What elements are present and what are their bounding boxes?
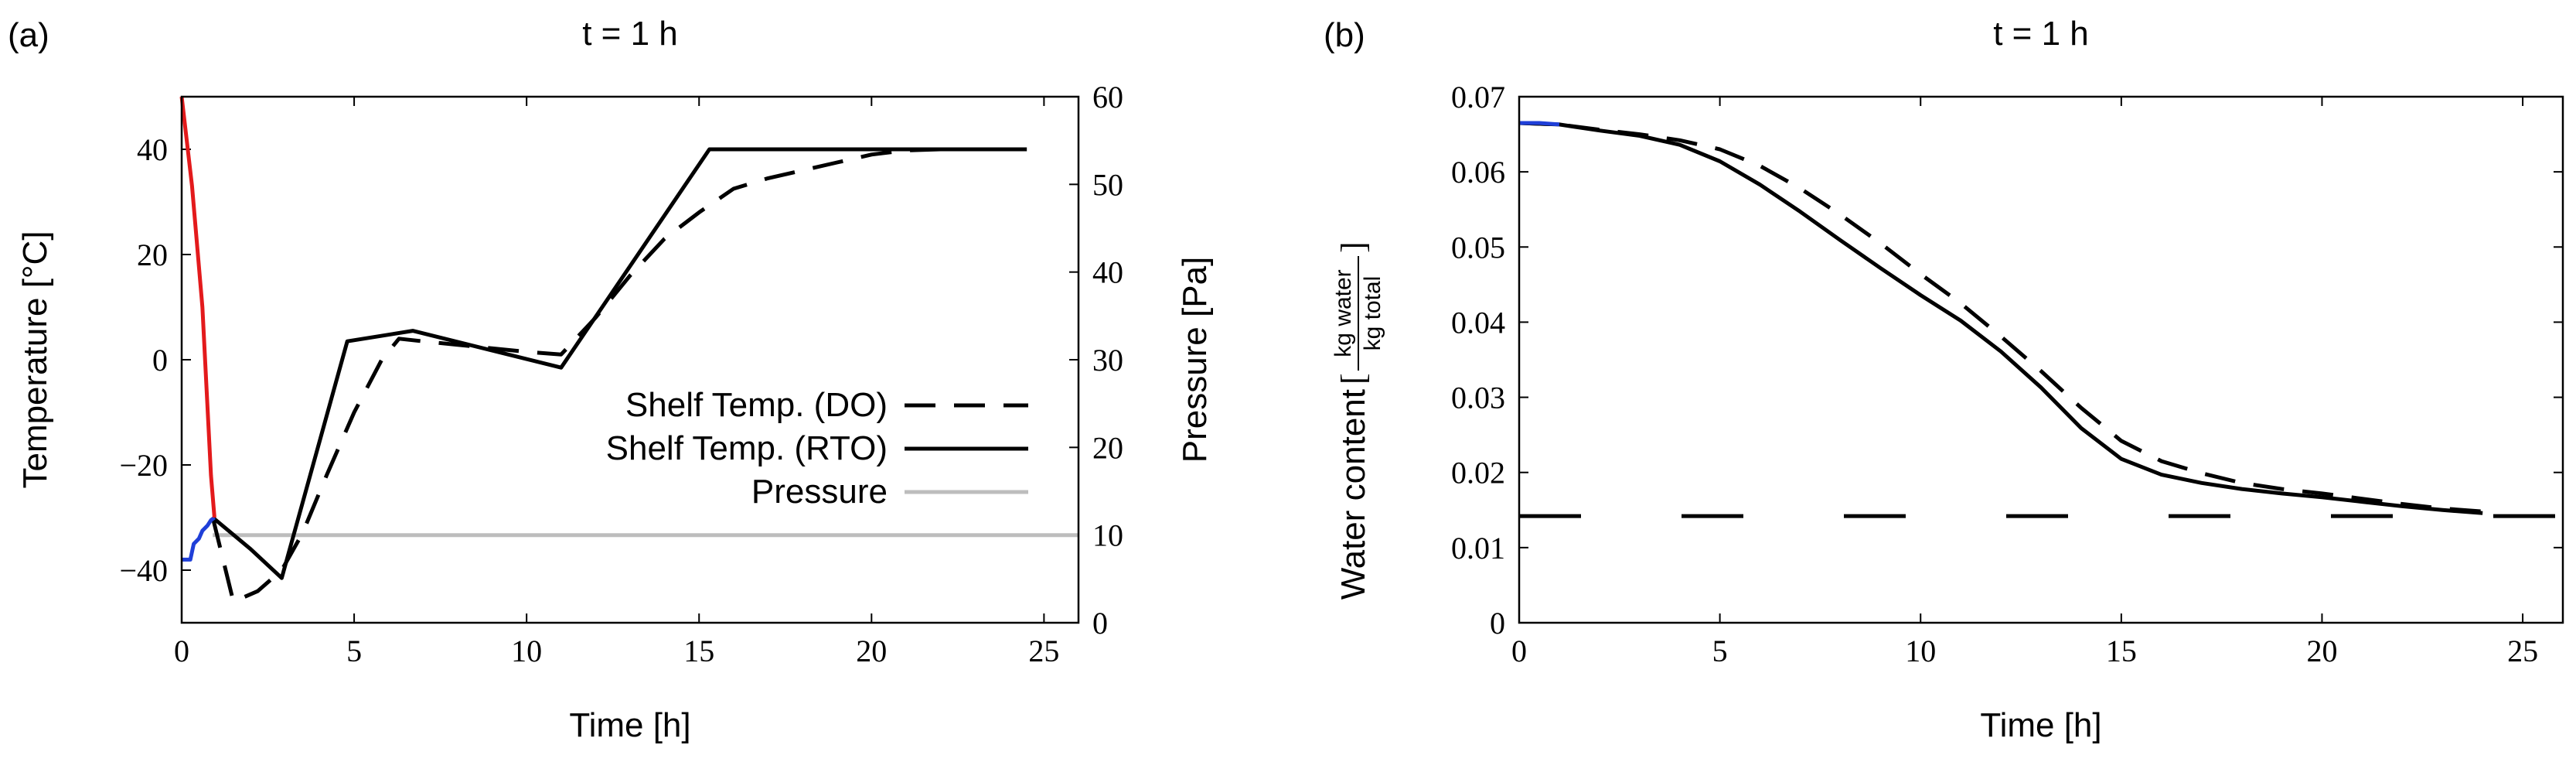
panel-b-label: (b) <box>1324 16 1365 54</box>
series-shelf-temp-rto <box>211 147 1027 580</box>
y-tick-label: −40 <box>119 553 168 588</box>
x-tick-label: 15 <box>683 634 714 668</box>
x-tick-label: 25 <box>2507 634 2538 668</box>
panel-b-ticks: 0 5 10 15 20 25 0 0.01 0.02 0.03 0.04 0.05 0.06 0.07 <box>1451 80 2563 668</box>
y-tick-label: 0 <box>1490 606 1505 641</box>
legend-label-do: Shelf Temp. (DO) <box>625 386 888 424</box>
x-tick-label: 20 <box>856 634 887 668</box>
x-tick-label: 10 <box>1905 634 1936 668</box>
x-tick-label: 5 <box>346 634 362 668</box>
y-tick-label: 20 <box>137 237 168 272</box>
series-water-content-do <box>1518 121 2483 514</box>
series-shelf-temp-do <box>210 147 1027 604</box>
panel-b-plot-frame <box>1518 95 2564 624</box>
x-tick-label: 20 <box>2306 634 2337 668</box>
y2-tick-label: 0 <box>1092 606 1108 641</box>
legend-label-pressure: Pressure <box>751 473 888 511</box>
series-freezing-temperature <box>179 96 216 518</box>
x-tick-label: 0 <box>174 634 189 668</box>
x-tick-label: 0 <box>1511 634 1527 668</box>
panel-b-xlabel: Time [h] <box>1980 706 2101 744</box>
y2-tick-label: 50 <box>1092 167 1123 202</box>
panel-b-ylabel: Water content [ kg water kg total ] <box>1331 241 1385 600</box>
panel-a: (a) t = 1 h 0 5 10 15 20 25 −40 −20 0 20 40 0 10 20 30… <box>8 15 1214 744</box>
panel-a-y2label: Pressure [Pa] <box>1176 257 1214 463</box>
panel-a-title: t = 1 h <box>582 15 678 53</box>
panel-a-series <box>179 96 1078 604</box>
panel-b-series <box>1518 121 2563 518</box>
panel-b-ylabel-bracket-right: ] <box>1334 241 1372 253</box>
y2-tick-label: 60 <box>1092 80 1123 114</box>
y-tick-label: 0.02 <box>1451 456 1505 490</box>
y-tick-label: −20 <box>119 448 168 483</box>
x-tick-label: 5 <box>1712 634 1728 668</box>
panel-a-label: (a) <box>8 16 49 54</box>
y-tick-label: 0.05 <box>1451 230 1505 265</box>
panel-b-ylabel-unit-denominator: kg total <box>1360 276 1385 351</box>
series-water-content-rto <box>1518 121 2483 515</box>
x-tick-label: 25 <box>1028 634 1059 668</box>
y2-tick-label: 10 <box>1092 518 1123 553</box>
panel-a-plot-frame <box>180 95 1080 624</box>
y-tick-label: 0.04 <box>1451 305 1505 340</box>
y-tick-label: 0.07 <box>1451 80 1505 114</box>
y-tick-label: 0.03 <box>1451 381 1505 415</box>
panel-a-ticks: 0 5 10 15 20 25 −40 −20 0 20 40 0 10 20 30 40 50 60 <box>119 80 1123 668</box>
panel-b-ylabel-unit-numerator: kg water <box>1331 269 1356 357</box>
panel-b-ylabel-text: Water content <box>1334 389 1372 600</box>
panel-a-xlabel: Time [h] <box>569 706 690 744</box>
y2-tick-label: 40 <box>1092 255 1123 290</box>
y2-tick-label: 30 <box>1092 343 1123 378</box>
series-initial-drying <box>1519 121 1560 127</box>
panel-b-title: t = 1 h <box>1993 15 2089 53</box>
y-tick-label: 40 <box>137 132 168 167</box>
y-tick-label: 0 <box>152 343 168 378</box>
y-tick-label: 0.01 <box>1451 531 1505 566</box>
x-tick-label: 10 <box>511 634 542 668</box>
panel-b-ylabel-bracket-left: [ <box>1334 373 1372 384</box>
panel-a-ylabel: Temperature [°C] <box>16 231 54 488</box>
legend-label-rto: Shelf Temp. (RTO) <box>606 429 888 467</box>
panel-a-legend: Shelf Temp. (DO) Shelf Temp. (RTO) Press… <box>606 386 1028 511</box>
x-tick-label: 15 <box>2106 634 2137 668</box>
y-tick-label: 0.06 <box>1451 155 1505 190</box>
series-product-temperature <box>182 516 216 562</box>
panel-b: (b) t = 1 h 0 5 10 15 20 2500.010.020.030.040… <box>1324 15 2564 744</box>
y2-tick-label: 20 <box>1092 430 1123 465</box>
